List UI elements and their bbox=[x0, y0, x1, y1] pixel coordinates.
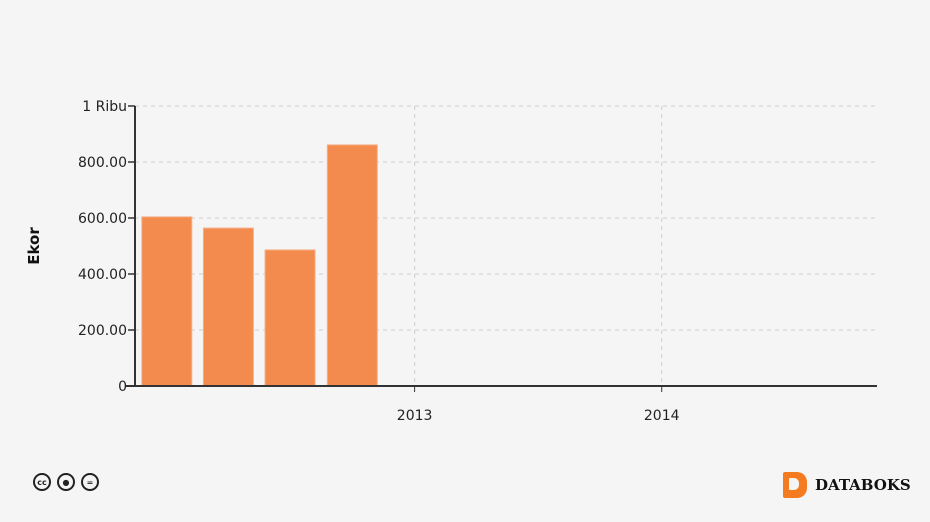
bar bbox=[326, 144, 378, 387]
license-icons: cc ● = bbox=[33, 473, 99, 491]
y-tick-label: 400.00 bbox=[78, 267, 127, 283]
brand-name: DATABOKS bbox=[815, 476, 911, 494]
y-tick-label: 1 Ribu bbox=[82, 99, 127, 115]
databoks-logo-icon bbox=[783, 472, 807, 498]
axes bbox=[125, 106, 877, 387]
x-ticks: 2013 2014 bbox=[397, 386, 680, 424]
y-axis-label: Ekor bbox=[25, 227, 43, 265]
x-tick-label: 2014 bbox=[644, 408, 680, 424]
x-tick-label: 2013 bbox=[397, 408, 433, 424]
no-derivatives-icon: = bbox=[81, 473, 99, 491]
y-ticks: 0 200.00 400.00 600.00 800.00 1 Ribu bbox=[78, 99, 135, 395]
by-attribution-icon: ● bbox=[57, 473, 75, 491]
bars bbox=[141, 144, 378, 387]
y-tick-label: 800.00 bbox=[78, 155, 127, 171]
y-tick-label: 200.00 bbox=[78, 323, 127, 339]
bar bbox=[141, 216, 193, 387]
cc-icon: cc bbox=[33, 473, 51, 491]
bar bbox=[202, 227, 254, 387]
y-tick-label: 0 bbox=[118, 379, 127, 395]
grid bbox=[135, 105, 877, 386]
y-tick-label: 600.00 bbox=[78, 211, 127, 227]
bar bbox=[264, 249, 316, 387]
databoks-logo[interactable]: DATABOKS bbox=[783, 472, 911, 498]
